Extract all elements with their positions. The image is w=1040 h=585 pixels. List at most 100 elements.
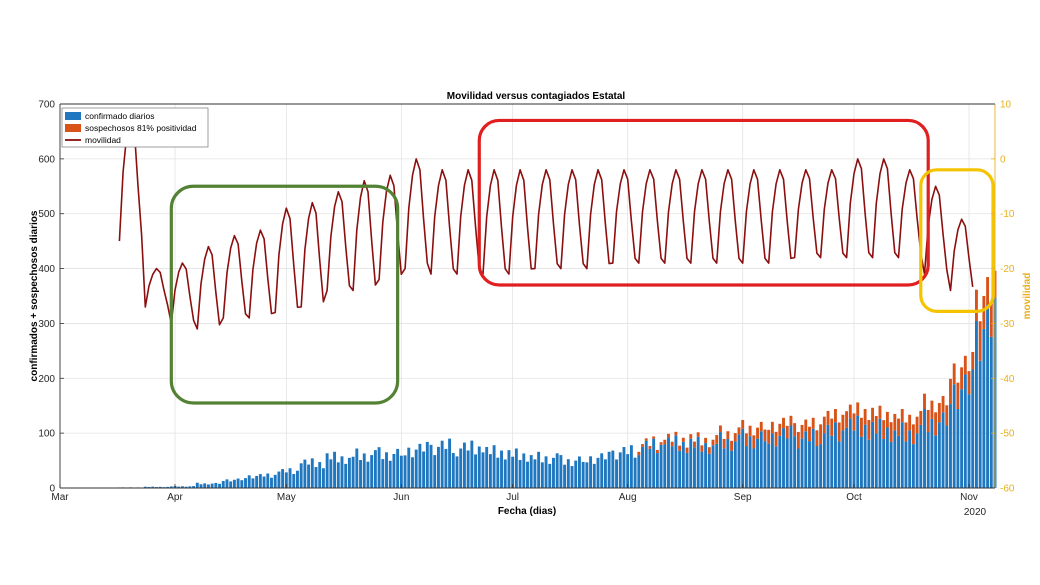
- bar-confirmado: [147, 486, 151, 488]
- bar-sospechosos: [715, 435, 719, 444]
- bar-sospechosos: [707, 447, 711, 454]
- bar-sospechosos: [793, 423, 797, 437]
- x-tick-label: Jul: [506, 492, 519, 503]
- bar-sospechosos: [848, 404, 852, 419]
- bar-sospechosos: [949, 378, 952, 405]
- bar-confirmado: [151, 486, 155, 488]
- bar-confirmado: [897, 435, 900, 488]
- y-left-tick-label: 300: [38, 319, 55, 330]
- bar-confirmado: [678, 450, 682, 488]
- bar-confirmado: [815, 446, 819, 488]
- bar-confirmado: [707, 453, 711, 488]
- bar-confirmado: [834, 422, 837, 488]
- bar-sospechosos: [752, 435, 756, 449]
- x-tick-label: Sep: [734, 492, 752, 503]
- bar-confirmado: [296, 470, 299, 488]
- bar-confirmado: [748, 436, 752, 488]
- y-left-tick-label: 500: [38, 209, 55, 220]
- bar-confirmado: [492, 445, 496, 488]
- bar-confirmado: [455, 456, 459, 488]
- bar-sospechosos: [982, 296, 986, 329]
- bar-confirmado: [448, 438, 452, 488]
- bar-confirmado: [741, 428, 745, 488]
- bar-confirmado: [874, 433, 878, 488]
- bar-confirmado: [210, 483, 214, 488]
- bar-confirmado: [303, 459, 307, 488]
- bar-confirmado: [900, 422, 904, 488]
- bar-confirmado: [526, 461, 529, 488]
- bar-sospechosos: [830, 418, 834, 436]
- y-right-tick-label: -30: [1000, 319, 1015, 330]
- bar-sospechosos: [915, 416, 919, 434]
- bar-confirmado: [440, 440, 444, 488]
- bar-confirmado: [963, 374, 967, 488]
- bar-confirmado: [641, 446, 644, 488]
- bar-confirmado: [626, 454, 630, 488]
- bar-confirmado: [607, 451, 611, 488]
- bar-confirmado: [262, 476, 266, 488]
- bar-sospechosos: [674, 431, 678, 436]
- bar-confirmado: [340, 456, 344, 488]
- bar-sospechosos: [644, 438, 648, 441]
- bar-confirmado: [919, 424, 923, 488]
- bar-confirmado: [663, 444, 667, 488]
- bar-sospechosos: [911, 424, 915, 445]
- bar-confirmado: [518, 460, 522, 488]
- bar-confirmado: [744, 446, 748, 488]
- bar-sospechosos: [759, 421, 763, 432]
- bar-confirmado: [878, 418, 882, 488]
- bar-sospechosos: [637, 451, 641, 456]
- bar-confirmado: [644, 440, 648, 488]
- bar-sospechosos: [767, 429, 771, 444]
- bar-confirmado: [299, 463, 303, 488]
- bar-confirmado: [537, 451, 541, 488]
- chart-title: Movilidad versus contagiados Estatal: [447, 91, 626, 102]
- bar-confirmado: [971, 369, 975, 488]
- bar-confirmado: [511, 456, 515, 488]
- bar-confirmado: [796, 448, 800, 488]
- bar-confirmado: [255, 475, 259, 488]
- bar-sospechosos: [693, 441, 696, 448]
- bar-confirmado: [577, 456, 581, 488]
- bar-sospechosos: [652, 436, 656, 439]
- bar-sospechosos: [808, 426, 811, 442]
- axes: Mar Apr May Jun Jul Aug Sep Oct Nov0100200300400…: [38, 100, 1015, 504]
- bar-confirmado: [355, 448, 359, 488]
- bar-confirmado: [923, 409, 926, 488]
- bar-confirmado: [852, 430, 856, 488]
- annotation-box-red: [477, 118, 930, 287]
- bar-confirmado: [500, 450, 503, 488]
- bar-confirmado: [529, 455, 533, 488]
- bar-confirmado: [978, 360, 982, 488]
- bar-confirmado: [822, 433, 826, 488]
- movilidad-line: [118, 114, 974, 330]
- bar-sospechosos: [726, 431, 730, 440]
- bar-sospechosos: [785, 425, 789, 439]
- y-right-tick-label: 10: [1000, 100, 1012, 111]
- bar-confirmado: [507, 450, 511, 488]
- bar-sospechosos: [696, 432, 700, 437]
- bar-confirmado: [333, 451, 337, 488]
- bar-confirmado: [574, 460, 578, 488]
- bar-confirmado: [693, 447, 696, 488]
- bar-sospechosos: [919, 410, 923, 425]
- bar-confirmado: [544, 456, 548, 488]
- bar-sospechosos: [704, 437, 708, 444]
- bar-confirmado: [266, 473, 270, 488]
- bar-confirmado: [718, 432, 722, 488]
- bar-confirmado: [967, 394, 971, 488]
- bar-confirmado: [934, 435, 938, 488]
- bar-sospechosos: [897, 418, 900, 436]
- bar-confirmado: [615, 459, 618, 488]
- bar-sospechosos: [700, 445, 704, 452]
- bar-sospechosos: [730, 440, 734, 451]
- bar-confirmado: [559, 455, 563, 488]
- bar-confirmado: [633, 457, 637, 488]
- bar-sospechosos: [889, 422, 893, 442]
- bar-confirmado: [989, 336, 993, 488]
- bar-confirmado: [726, 439, 730, 488]
- bar-confirmado: [232, 479, 236, 488]
- bar-sospechosos: [952, 363, 956, 385]
- bar-sospechosos: [718, 425, 722, 433]
- bar-confirmado: [830, 435, 834, 488]
